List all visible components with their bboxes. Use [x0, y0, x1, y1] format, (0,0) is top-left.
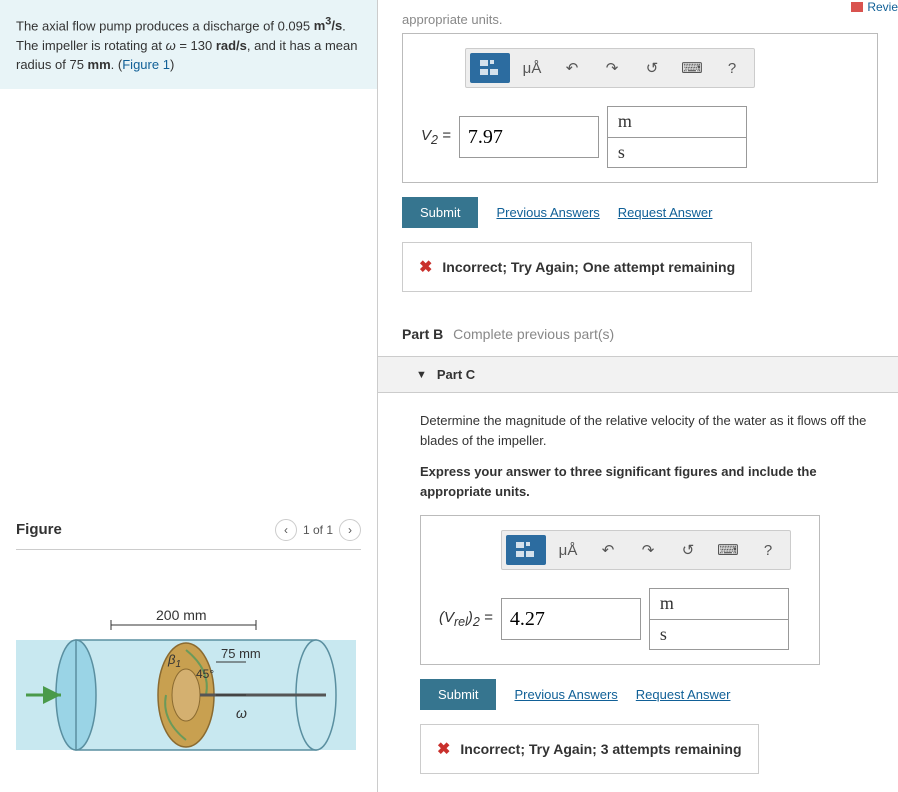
figure-next-button[interactable]: › — [339, 519, 361, 541]
figure-count: 1 of 1 — [303, 523, 333, 537]
help-button-c[interactable]: ? — [750, 535, 786, 565]
review-link[interactable]: Revie — [851, 0, 898, 14]
incorrect-icon-c: ✖ — [437, 739, 450, 759]
part-a-answer-box: μÅ ↶ ↷ ↺ ⌨ ? V2 = m s — [402, 33, 878, 183]
answer-toolbar-c: μÅ ↶ ↷ ↺ ⌨ ? — [501, 530, 791, 570]
svg-text:45°: 45° — [196, 667, 214, 681]
units-button[interactable]: μÅ — [514, 53, 550, 83]
templates-button-c[interactable] — [506, 535, 546, 565]
flag-icon — [851, 2, 863, 12]
feedback-box-c: ✖ Incorrect; Try Again; 3 attempts remai… — [420, 724, 759, 774]
feedback-text-c: Incorrect; Try Again; 3 attempts remaini… — [460, 741, 741, 757]
templates-button[interactable] — [470, 53, 510, 83]
svg-text:200 mm: 200 mm — [156, 607, 207, 623]
keyboard-button[interactable]: ⌨ — [674, 53, 710, 83]
reset-button[interactable]: ↺ — [634, 53, 670, 83]
undo-button[interactable]: ↶ — [554, 53, 590, 83]
figure-prev-button[interactable]: ‹ — [275, 519, 297, 541]
unit-numerator: m — [608, 107, 746, 138]
feedback-box-a: ✖ Incorrect; Try Again; One attempt rema… — [402, 242, 752, 292]
reset-button-c[interactable]: ↺ — [670, 535, 706, 565]
caret-down-icon: ▼ — [416, 369, 427, 381]
answer-toolbar-a: μÅ ↶ ↷ ↺ ⌨ ? — [465, 48, 755, 88]
undo-button-c[interactable]: ↶ — [590, 535, 626, 565]
units-button-c[interactable]: μÅ — [550, 535, 586, 565]
keyboard-button-c[interactable]: ⌨ — [710, 535, 746, 565]
unit-denominator-c: s — [650, 620, 788, 650]
figure-title: Figure — [16, 521, 62, 538]
submit-button-a[interactable]: Submit — [402, 197, 478, 228]
variable-label-c: (Vrel)2 = — [439, 609, 493, 629]
help-button[interactable]: ? — [714, 53, 750, 83]
part-c-title: Part C — [437, 367, 475, 382]
part-c-question: Determine the magnitude of the relative … — [420, 411, 878, 450]
part-b-row: Part B Complete previous part(s) — [402, 326, 878, 342]
figure-diagram: 200 mm 75 mm β1 45° ω — [16, 600, 361, 780]
part-c-express: Express your answer to three significant… — [420, 462, 878, 501]
unit-numerator-c: m — [650, 589, 788, 620]
answer-input-a[interactable] — [459, 116, 599, 158]
unit-box-a[interactable]: m s — [607, 106, 747, 168]
problem-statement: The axial flow pump produces a discharge… — [0, 0, 377, 89]
incorrect-icon: ✖ — [419, 257, 432, 277]
svg-text:75 mm: 75 mm — [221, 646, 261, 661]
request-answer-link-c[interactable]: Request Answer — [636, 687, 731, 702]
redo-button[interactable]: ↷ — [594, 53, 630, 83]
unit-box-c[interactable]: m s — [649, 588, 789, 650]
part-b-label: Part B — [402, 326, 443, 342]
cutoff-text: appropriate units. — [402, 12, 878, 27]
part-c-answer-box: μÅ ↶ ↷ ↺ ⌨ ? (Vrel)2 = m s — [420, 515, 820, 665]
submit-button-c[interactable]: Submit — [420, 679, 496, 710]
previous-answers-link-c[interactable]: Previous Answers — [514, 687, 617, 702]
feedback-text-a: Incorrect; Try Again; One attempt remain… — [442, 259, 735, 275]
variable-label-a: V2 = — [421, 127, 451, 147]
request-answer-link-a[interactable]: Request Answer — [618, 205, 713, 220]
unit-denominator: s — [608, 138, 746, 168]
part-c-header[interactable]: ▼ Part C — [378, 356, 898, 393]
previous-answers-link-a[interactable]: Previous Answers — [496, 205, 599, 220]
svg-text:ω: ω — [236, 705, 247, 721]
answer-input-c[interactable] — [501, 598, 641, 640]
part-b-text: Complete previous part(s) — [453, 326, 614, 342]
redo-button-c[interactable]: ↷ — [630, 535, 666, 565]
